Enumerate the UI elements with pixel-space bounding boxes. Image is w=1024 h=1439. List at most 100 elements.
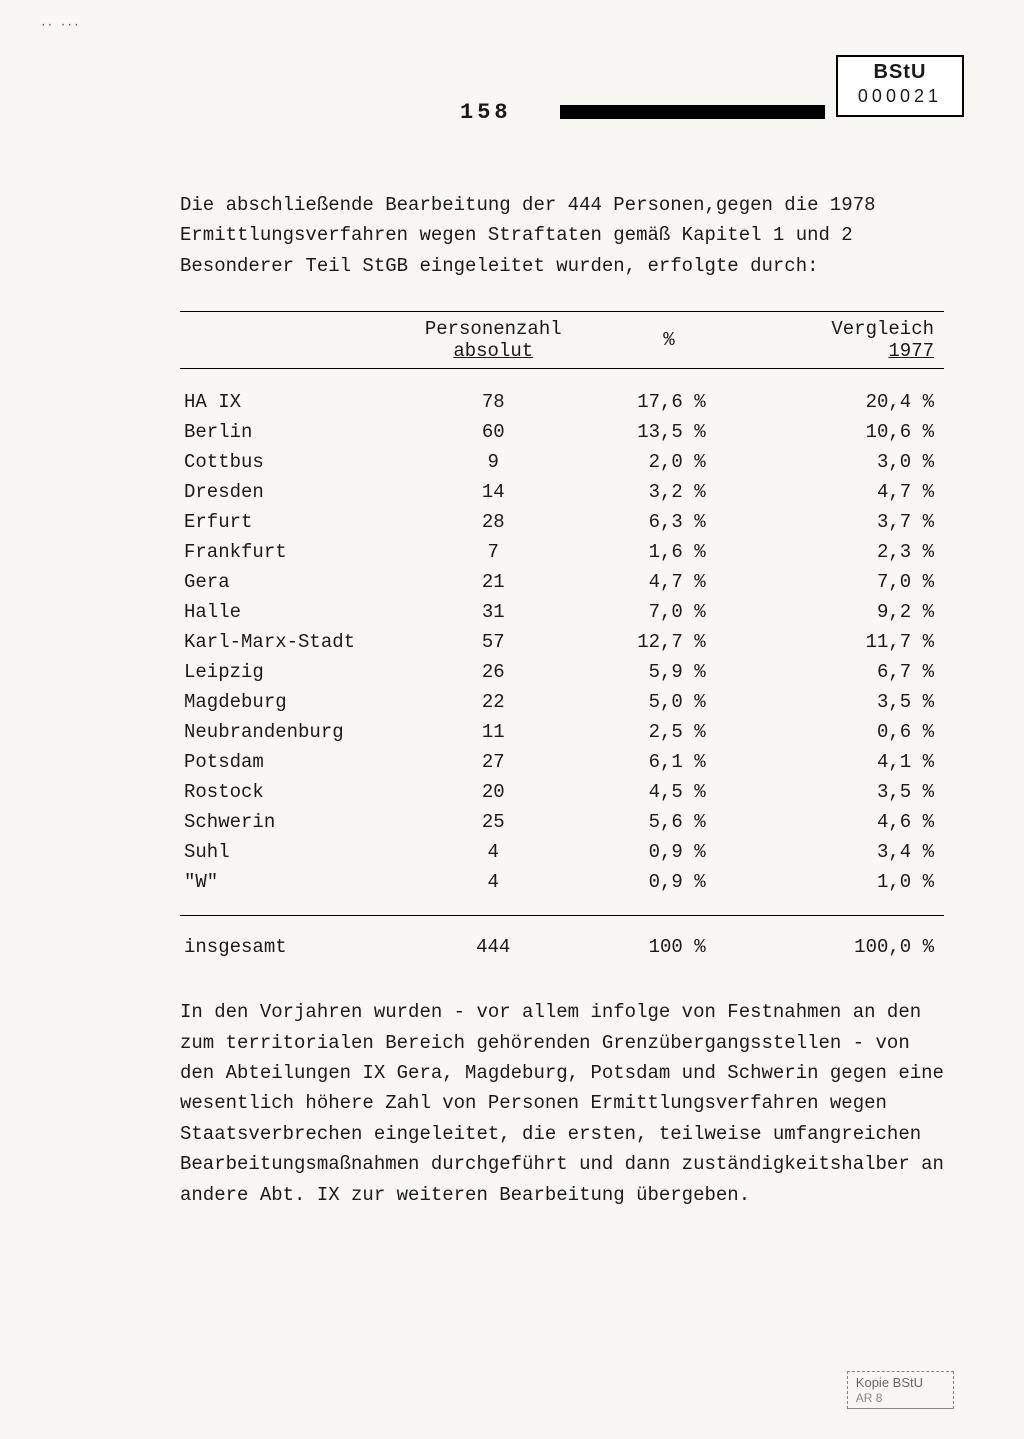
cell-pct: 4,5 % — [577, 777, 760, 807]
total-pct: 100 % — [577, 916, 760, 963]
total-comp: 100,0 % — [761, 916, 944, 963]
header-comparison: Vergleich 1977 — [761, 312, 944, 369]
cell-abs: 7 — [409, 537, 577, 567]
cell-name: Karl-Marx-Stadt — [180, 627, 409, 657]
table-header-row: Personenzahl absolut % Vergleich 1977 — [180, 312, 944, 369]
table-row: Magdeburg225,0 %3,5 % — [180, 687, 944, 717]
cell-comp: 2,3 % — [761, 537, 944, 567]
cell-abs: 20 — [409, 777, 577, 807]
cell-abs: 22 — [409, 687, 577, 717]
cell-comp: 1,0 % — [761, 867, 944, 897]
cell-comp: 3,0 % — [761, 447, 944, 477]
cell-comp: 3,7 % — [761, 507, 944, 537]
cell-abs: 78 — [409, 387, 577, 417]
table-row: Potsdam276,1 %4,1 % — [180, 747, 944, 777]
cell-abs: 14 — [409, 477, 577, 507]
cell-name: Halle — [180, 597, 409, 627]
table-row: Leipzig265,9 %6,7 % — [180, 657, 944, 687]
cell-abs: 57 — [409, 627, 577, 657]
cell-abs: 60 — [409, 417, 577, 447]
cell-name: Schwerin — [180, 807, 409, 837]
cell-name: Gera — [180, 567, 409, 597]
cell-name: Erfurt — [180, 507, 409, 537]
cell-comp: 3,5 % — [761, 687, 944, 717]
table-row: Gera214,7 %7,0 % — [180, 567, 944, 597]
total-name: insgesamt — [180, 916, 409, 963]
cell-abs: 26 — [409, 657, 577, 687]
table-row: Suhl40,9 %3,4 % — [180, 837, 944, 867]
cell-comp: 0,6 % — [761, 717, 944, 747]
cell-abs: 31 — [409, 597, 577, 627]
header-name — [180, 312, 409, 369]
table-row: Karl-Marx-Stadt5712,7 %11,7 % — [180, 627, 944, 657]
cell-comp: 9,2 % — [761, 597, 944, 627]
stamp-title: BStU — [858, 61, 942, 84]
table-row: Erfurt286,3 %3,7 % — [180, 507, 944, 537]
cell-pct: 7,0 % — [577, 597, 760, 627]
cell-pct: 13,5 % — [577, 417, 760, 447]
cell-pct: 6,1 % — [577, 747, 760, 777]
table-total-row: insgesamt444100 %100,0 % — [180, 916, 944, 963]
cell-abs: 11 — [409, 717, 577, 747]
cell-abs: 21 — [409, 567, 577, 597]
header-comp-l1: Vergleich — [831, 318, 934, 340]
header-abs-l2: absolut — [413, 340, 573, 362]
copy-stamp-line2: AR 8 — [856, 1391, 923, 1405]
cell-comp: 3,5 % — [761, 777, 944, 807]
header-percent: % — [577, 312, 760, 369]
cell-abs: 25 — [409, 807, 577, 837]
cell-pct: 0,9 % — [577, 867, 760, 897]
cell-name: Cottbus — [180, 447, 409, 477]
archive-stamp: BStU 000021 — [836, 55, 964, 117]
cell-comp: 11,7 % — [761, 627, 944, 657]
table-row: Dresden143,2 %4,7 % — [180, 477, 944, 507]
cell-name: Dresden — [180, 477, 409, 507]
cell-name: Frankfurt — [180, 537, 409, 567]
cell-name: Suhl — [180, 837, 409, 867]
cell-name: "W" — [180, 867, 409, 897]
cell-pct: 5,9 % — [577, 657, 760, 687]
cell-pct: 2,0 % — [577, 447, 760, 477]
cell-abs: 9 — [409, 447, 577, 477]
table-row: HA IX7817,6 %20,4 % — [180, 387, 944, 417]
cell-name: Berlin — [180, 417, 409, 447]
table-row: Halle317,0 %9,2 % — [180, 597, 944, 627]
redaction-bar — [560, 105, 825, 119]
intro-paragraph: Die abschließende Bearbeitung der 444 Pe… — [180, 190, 944, 281]
cell-pct: 6,3 % — [577, 507, 760, 537]
table-row: Cottbus92,0 %3,0 % — [180, 447, 944, 477]
cell-comp: 4,7 % — [761, 477, 944, 507]
cell-pct: 2,5 % — [577, 717, 760, 747]
cell-pct: 17,6 % — [577, 387, 760, 417]
cell-pct: 5,6 % — [577, 807, 760, 837]
cell-name: Magdeburg — [180, 687, 409, 717]
table-row: Frankfurt71,6 %2,3 % — [180, 537, 944, 567]
cell-name: Neubrandenburg — [180, 717, 409, 747]
cell-comp: 6,7 % — [761, 657, 944, 687]
cell-pct: 4,7 % — [577, 567, 760, 597]
header-absolute: Personenzahl absolut — [409, 312, 577, 369]
cell-pct: 5,0 % — [577, 687, 760, 717]
cell-name: HA IX — [180, 387, 409, 417]
cell-name: Potsdam — [180, 747, 409, 777]
cell-name: Rostock — [180, 777, 409, 807]
top-annotation: ·· ··· — [40, 20, 80, 32]
cell-pct: 0,9 % — [577, 837, 760, 867]
table-row: "W"40,9 %1,0 % — [180, 867, 944, 897]
cell-abs: 4 — [409, 837, 577, 867]
document-page: ·· ··· BStU 000021 158 Die abschließende… — [0, 0, 1024, 1269]
cell-abs: 4 — [409, 867, 577, 897]
cell-abs: 27 — [409, 747, 577, 777]
copy-stamp-line1: Kopie BStU — [856, 1375, 923, 1391]
total-abs: 444 — [409, 916, 577, 963]
cell-abs: 28 — [409, 507, 577, 537]
table-row: Schwerin255,6 %4,6 % — [180, 807, 944, 837]
header-abs-l1: Personenzahl — [425, 318, 562, 340]
cell-comp: 20,4 % — [761, 387, 944, 417]
table-row: Rostock204,5 %3,5 % — [180, 777, 944, 807]
cell-pct: 3,2 % — [577, 477, 760, 507]
cell-comp: 7,0 % — [761, 567, 944, 597]
cell-comp: 3,4 % — [761, 837, 944, 867]
header-comp-l2: 1977 — [765, 340, 934, 362]
cell-comp: 4,1 % — [761, 747, 944, 777]
